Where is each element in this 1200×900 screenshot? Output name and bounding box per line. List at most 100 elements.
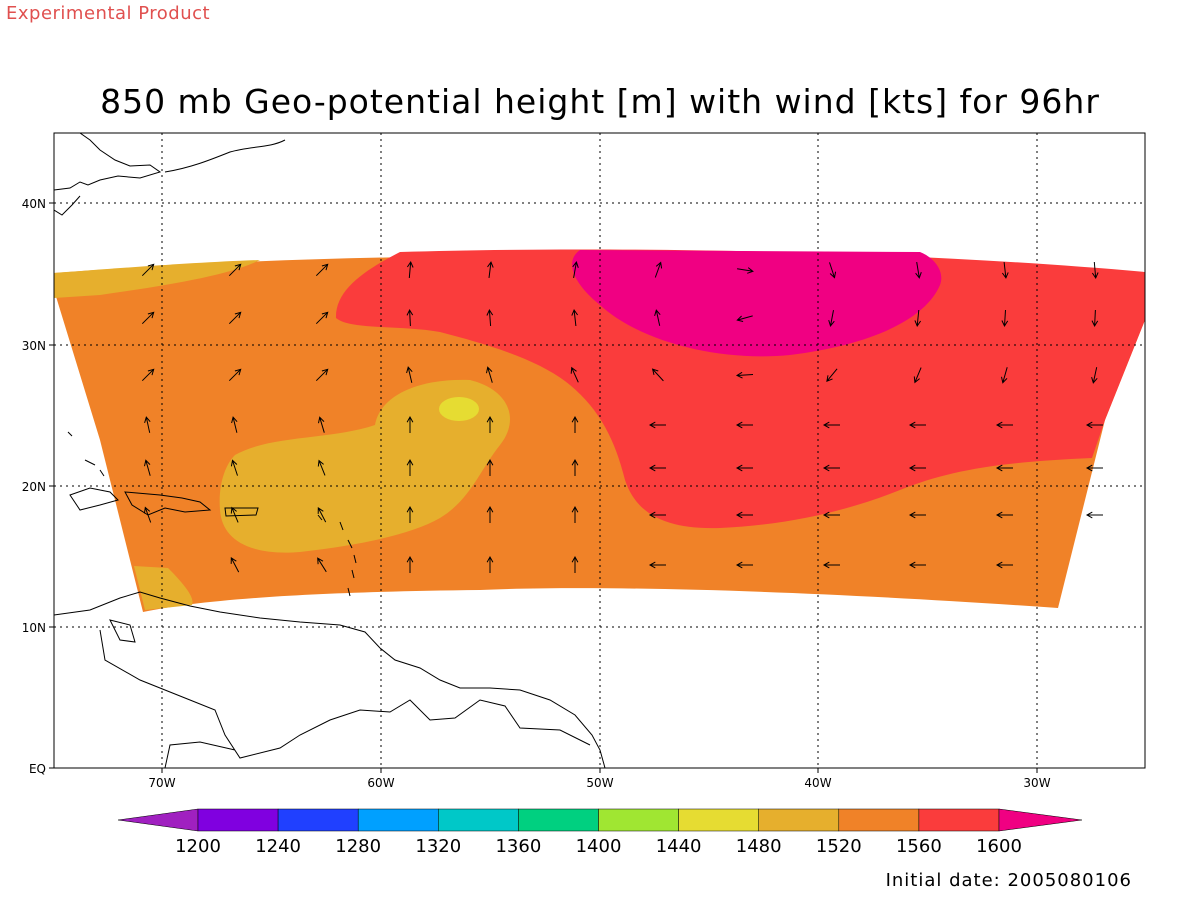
wind-arrow bbox=[995, 561, 1013, 569]
colorbar-bin bbox=[197, 808, 279, 832]
wind-arrow bbox=[571, 415, 579, 433]
height-1560-region bbox=[335, 249, 1145, 529]
nova-scotia-coast bbox=[164, 139, 286, 173]
gulf-of-venezuela bbox=[109, 619, 136, 643]
wind-arrow bbox=[406, 260, 414, 279]
colorbar-bin bbox=[518, 808, 599, 832]
wind-arrow bbox=[144, 459, 151, 476]
wind-arrow bbox=[228, 311, 242, 325]
wind-arrow bbox=[822, 511, 840, 519]
wind-arrow bbox=[486, 415, 494, 433]
wind-arrow bbox=[486, 458, 494, 476]
wind-arrow bbox=[648, 464, 666, 472]
wind-arrow bbox=[648, 561, 666, 569]
colorbar-label: 1440 bbox=[656, 836, 702, 857]
wind-arrow bbox=[735, 371, 754, 379]
lon-label-70w: 70W bbox=[148, 776, 175, 790]
wind-arrow bbox=[406, 308, 414, 327]
wind-arrow bbox=[648, 511, 666, 519]
south-america-interior bbox=[99, 629, 591, 768]
lat-label-40n: 40N bbox=[22, 197, 46, 211]
bahamas-coast bbox=[67, 431, 105, 477]
graticule bbox=[54, 133, 1145, 768]
height-1600-region bbox=[572, 250, 942, 357]
wind-arrow bbox=[908, 511, 926, 519]
colorbar-label: 1360 bbox=[495, 836, 541, 857]
colorbar-bin bbox=[838, 808, 920, 832]
wind-arrow bbox=[915, 262, 922, 279]
wind-arrow bbox=[141, 263, 155, 277]
colorbar-under-triangle bbox=[117, 808, 199, 832]
wind-arrow bbox=[735, 511, 753, 519]
wind-arrow bbox=[995, 421, 1013, 429]
south-america-coast bbox=[54, 591, 606, 768]
wind-arrow bbox=[406, 458, 414, 476]
wind-arrow bbox=[908, 464, 926, 472]
wind-arrow bbox=[1091, 309, 1099, 328]
colorbar-label: 1600 bbox=[976, 836, 1022, 857]
colorbar-bin bbox=[438, 808, 519, 832]
wind-arrow bbox=[1001, 309, 1009, 328]
lesser-antilles bbox=[317, 514, 357, 597]
colorbar-label: 1280 bbox=[335, 836, 381, 857]
wind-arrow bbox=[913, 367, 922, 384]
experimental-product-label: Experimental Product bbox=[6, 3, 211, 24]
wind-arrow bbox=[315, 263, 329, 277]
wind-arrow bbox=[1085, 464, 1103, 472]
wind-arrow bbox=[230, 556, 240, 573]
colorbar-bin bbox=[357, 808, 439, 832]
map-title: 850 mb Geo-potential height [m] with win… bbox=[100, 82, 1100, 121]
florida-coast bbox=[54, 195, 81, 216]
wind-arrow bbox=[1085, 511, 1103, 519]
lat-label-eq: EQ bbox=[29, 762, 46, 776]
hispaniola-coast bbox=[124, 491, 212, 516]
wind-arrow bbox=[908, 561, 926, 569]
colorbar-label: 1480 bbox=[736, 836, 782, 857]
wind-arrow bbox=[995, 511, 1013, 519]
wind-arrow bbox=[654, 309, 661, 326]
colorbar-label: 1560 bbox=[896, 836, 942, 857]
wind-arrow bbox=[486, 366, 493, 383]
wind-arrow bbox=[230, 506, 239, 523]
wind-arrow bbox=[144, 416, 151, 433]
wind-arrow bbox=[654, 261, 663, 278]
wind-arrow bbox=[406, 366, 413, 383]
wind-arrow bbox=[737, 267, 754, 274]
colorbar-bin bbox=[758, 808, 840, 832]
colorbar-bin bbox=[277, 808, 359, 832]
wind-arrow bbox=[822, 561, 840, 569]
height-1480-patch-central bbox=[219, 379, 510, 553]
axis-ticks bbox=[49, 202, 1038, 773]
wind-arrow bbox=[651, 368, 664, 382]
wind-arrow bbox=[487, 261, 494, 278]
initial-date: Initial date: 2005080106 bbox=[885, 870, 1132, 891]
colorbar-bin bbox=[678, 808, 759, 832]
wind-arrow bbox=[318, 416, 325, 433]
wind-arrow bbox=[317, 459, 326, 476]
wind-arrow bbox=[571, 458, 579, 476]
height-1440-spot bbox=[439, 397, 479, 421]
wind-arrow bbox=[486, 505, 494, 523]
north-america-coast bbox=[54, 133, 162, 191]
wind-arrow bbox=[486, 308, 494, 327]
wind-arrow bbox=[570, 366, 579, 383]
wind-arrow bbox=[908, 421, 926, 429]
wind-arrow bbox=[736, 315, 753, 322]
wind-arrow bbox=[406, 415, 414, 433]
wind-arrow bbox=[406, 555, 414, 573]
lat-label-10n: 10N bbox=[22, 621, 46, 635]
wind-arrow bbox=[1091, 261, 1099, 280]
wind-arrow bbox=[995, 464, 1013, 472]
lon-label-60w: 60W bbox=[367, 776, 394, 790]
wind-arrow bbox=[828, 310, 835, 327]
wind-arrow bbox=[1001, 367, 1008, 384]
wind-arrow bbox=[822, 421, 840, 429]
wind-arrow bbox=[735, 561, 753, 569]
lon-label-30w: 30W bbox=[1023, 776, 1050, 790]
height-1480-patch-sw bbox=[134, 566, 193, 610]
wind-arrow bbox=[914, 309, 922, 328]
wind-arrow bbox=[648, 421, 666, 429]
wind-arrow bbox=[1001, 262, 1009, 279]
lon-label-40w: 40W bbox=[804, 776, 831, 790]
